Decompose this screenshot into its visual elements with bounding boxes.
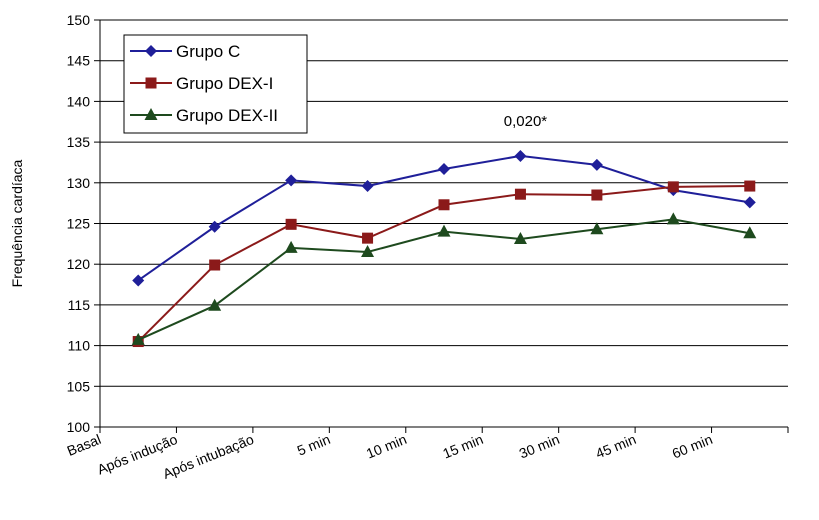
point-1-5 xyxy=(514,188,526,200)
point-1-4 xyxy=(438,199,450,211)
x-tick-label-0: Basal xyxy=(65,431,103,459)
legend-label-2: Grupo DEX-II xyxy=(176,106,278,125)
y-axis-title: Frequência cardíaca xyxy=(9,159,25,287)
y-tick-label-105: 105 xyxy=(67,378,91,394)
series-2 xyxy=(131,212,757,345)
x-tick-label-6: 30 min xyxy=(517,431,562,462)
legend-item-1: Grupo DEX-I xyxy=(130,74,273,93)
y-tick-label-145: 145 xyxy=(67,53,91,69)
legend-marker-2 xyxy=(144,108,158,120)
point-1-1 xyxy=(209,259,221,271)
point-2-0 xyxy=(131,332,145,345)
y-tick-label-125: 125 xyxy=(67,216,91,232)
annotation-0: 0,020* xyxy=(504,113,548,130)
annotations: 0,020* xyxy=(504,113,548,130)
series-line-2 xyxy=(137,218,750,341)
point-1-6 xyxy=(591,189,603,201)
x-tick-label-4: 10 min xyxy=(364,431,409,462)
point-2-7 xyxy=(666,212,680,225)
point-0-0 xyxy=(132,274,145,287)
point-1-3 xyxy=(362,232,374,244)
point-0-5 xyxy=(514,149,527,162)
legend-label-0: Grupo C xyxy=(176,42,240,61)
point-0-3 xyxy=(361,180,374,193)
legend: Grupo C Grupo DEX-I Grupo DEX-II xyxy=(123,34,308,134)
point-2-3 xyxy=(361,244,375,257)
point-1-8 xyxy=(744,180,756,192)
series-0 xyxy=(132,149,756,287)
y-tick-label-130: 130 xyxy=(67,175,91,191)
y-tick-label-120: 120 xyxy=(67,256,91,272)
legend-label-1: Grupo DEX-I xyxy=(176,74,273,93)
point-1-2 xyxy=(285,218,297,230)
y-tick-label-115: 115 xyxy=(68,297,91,313)
point-1-7 xyxy=(667,181,679,193)
point-0-4 xyxy=(438,162,450,175)
legend-item-0: Grupo C xyxy=(130,42,240,61)
point-2-5 xyxy=(513,231,527,244)
legend-marker-0 xyxy=(145,45,157,57)
y-tick-labels: 100 105 110 115 120 125 130 135 140 145 150 xyxy=(67,12,91,435)
y-tick-label-100: 100 xyxy=(67,419,91,435)
point-0-8 xyxy=(743,196,756,209)
point-0-6 xyxy=(590,158,603,171)
x-tick-label-5: 15 min xyxy=(440,431,485,462)
point-2-1 xyxy=(208,298,222,311)
point-2-4 xyxy=(437,224,451,237)
point-0-2 xyxy=(285,174,298,187)
x-tick-label-7: 45 min xyxy=(593,431,638,462)
point-2-2 xyxy=(284,240,298,253)
axes xyxy=(94,19,789,433)
y-tick-label-150: 150 xyxy=(67,12,91,28)
x-tick-label-3: 5 min xyxy=(295,431,333,459)
series-group xyxy=(131,149,757,348)
y-tick-label-140: 140 xyxy=(67,93,91,109)
point-2-8 xyxy=(743,226,757,239)
legend-marker-1 xyxy=(145,77,157,89)
point-2-6 xyxy=(590,222,604,235)
y-tick-label-135: 135 xyxy=(67,134,91,150)
point-0-1 xyxy=(208,220,221,233)
y-tick-label-110: 110 xyxy=(68,338,91,354)
legend-item-2: Grupo DEX-II xyxy=(130,106,278,125)
x-tick-label-8: 60 min xyxy=(670,431,715,462)
